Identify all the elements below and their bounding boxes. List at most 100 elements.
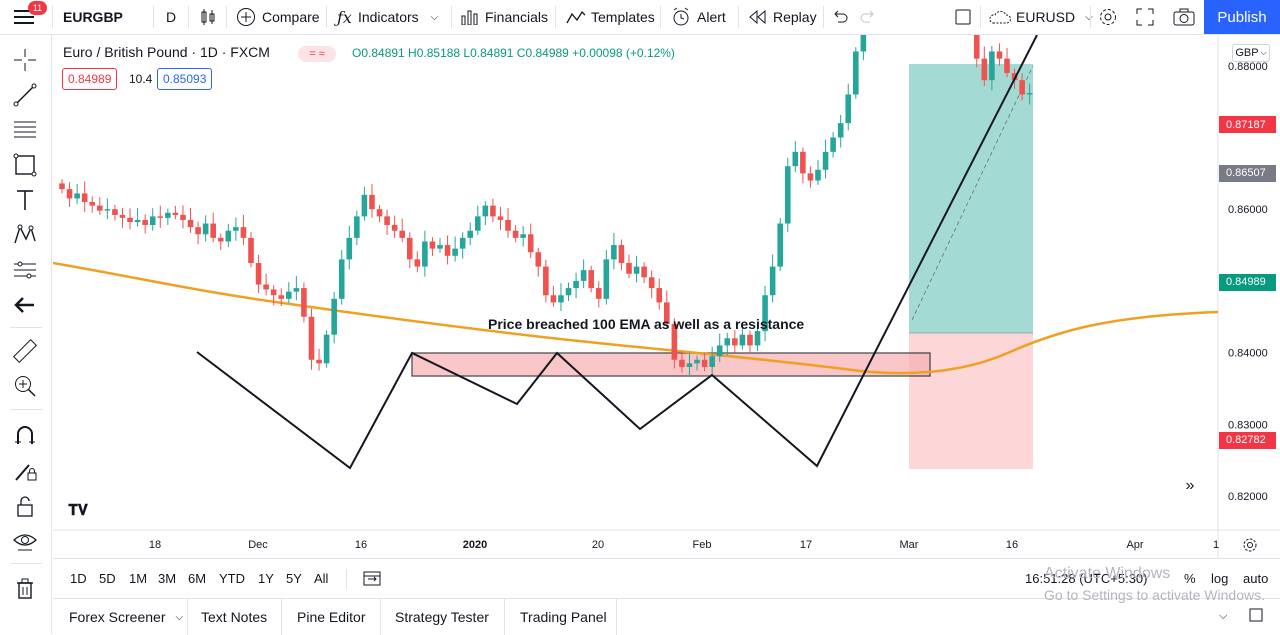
price-tick-label: 0.83000 [1228,419,1268,431]
text-tool-icon[interactable] [11,186,39,214]
range-all[interactable]: All [314,571,329,586]
tab-strategy-tester[interactable]: Strategy Tester [395,609,489,625]
tab-pine-editor[interactable]: Pine Editor [297,609,366,625]
lock-icon[interactable] [11,492,39,520]
range-ytd[interactable]: YTD [219,571,245,586]
candle-up [845,94,852,124]
tab-forex-screener[interactable]: Forex Screener ⌵ [69,599,183,635]
candle-down [406,237,413,260]
chart-type-icon[interactable] [199,0,217,34]
symbol-search[interactable]: EURGBP [63,9,123,25]
arrow-left-icon[interactable] [11,291,39,319]
symbol-title[interactable]: Euro / British Pound · 1D · FXCM [63,44,270,60]
maximize-panel-icon[interactable] [1249,608,1263,627]
eye-icon[interactable] [11,527,39,555]
candle-up [989,51,995,81]
ask-button[interactable]: 0.85093 [157,68,213,90]
candle-up [1026,93,1033,95]
replay-button[interactable]: Replay [749,0,817,34]
candle-up [354,216,360,238]
range-5d[interactable]: 5D [99,571,116,586]
candle-down [679,359,685,367]
price-tag: 0.82782 [1219,431,1276,449]
templates-button[interactable]: Templates [566,0,655,34]
range-1y[interactable]: 1Y [258,571,274,586]
undo-icon[interactable] [832,0,848,34]
price-chart[interactable]: 0.930000.920000.910000.900000.890000.880… [53,35,1280,558]
chart-annotation[interactable]: Price breached 100 EMA as well as a resi… [488,316,805,332]
candle-down [66,189,73,199]
menu-icon[interactable] [14,0,36,34]
zoom-in-icon[interactable] [11,372,39,400]
prediction-icon[interactable] [11,256,39,284]
range-3m[interactable]: 3M [158,571,177,586]
range-6m[interactable]: 6M [188,571,207,586]
candle-down [747,334,753,346]
gear-icon[interactable] [1098,0,1118,34]
tab-text-notes[interactable]: Text Notes [201,609,268,625]
candle-down [490,205,496,217]
publish-button[interactable]: Publish [1204,0,1280,34]
range-5y[interactable]: 5Y [286,571,302,586]
time-axis[interactable]: 18 Dec 16 2020 20 Feb 17 Mar 16 Apr 1 [149,539,1219,551]
candle-down [671,323,678,360]
candle-up [225,230,232,242]
clock-timezone[interactable]: 16:51:28 (UTC+5:30) [1025,571,1148,586]
candle-down [255,262,262,285]
pattern-icon[interactable] [11,221,39,249]
ema-100-line[interactable] [53,261,1219,375]
percent-toggle[interactable]: % [1184,571,1196,586]
scroll-to-realtime-icon[interactable]: » [1185,477,1195,494]
candle-down [807,173,814,181]
candle-down [195,227,201,235]
indicators-button[interactable]: ƒx Indicators ⌵ [337,0,438,34]
currency-selector[interactable]: GBP ⌵ [1232,44,1270,62]
layout-name: EURUSD [1016,9,1076,25]
drawing-toolbar [0,35,52,634]
trash-icon[interactable] [11,575,39,603]
compare-button[interactable]: Compare [236,0,320,34]
fullscreen-square-icon[interactable] [955,0,971,34]
date-range-calendar-icon[interactable] [363,570,381,591]
price-axis[interactable]: 0.930000.920000.910000.900000.890000.880… [1228,35,1268,503]
candle-up [762,295,768,332]
financials-button[interactable]: Financials [461,0,548,34]
ruler-icon[interactable] [11,337,39,365]
alert-button[interactable]: Alert [671,0,726,34]
pencil-lock-icon[interactable] [11,457,39,485]
layout-button[interactable]: EURUSD ⌵ [988,0,1093,34]
fib-retracement-icon[interactable] [11,116,39,144]
fullscreen-icon[interactable] [1136,0,1154,34]
auto-toggle[interactable]: auto [1243,571,1269,586]
camera-icon[interactable] [1173,0,1195,34]
magnet-icon[interactable] [11,422,39,450]
resistance-zone[interactable] [411,352,931,377]
candle-down [981,58,988,81]
range-1m[interactable]: 1M [129,571,148,586]
candle-down [157,216,164,218]
pattern-trend-lines[interactable] [196,35,1038,470]
price-tag: 0.84989 [1219,273,1276,291]
trend-line-icon[interactable] [11,81,39,109]
log-toggle[interactable]: log [1211,571,1229,586]
candle-down [618,245,625,263]
candle-down [429,241,436,249]
candle-up [860,35,867,52]
range-1d[interactable]: 1D [70,571,87,586]
candle-up [769,266,776,296]
market-status-icon[interactable]: = ≈ [298,46,336,62]
price-tick-label: 0.86000 [1228,204,1268,216]
interval-button[interactable]: D [166,9,177,25]
bid-button[interactable]: 0.84989 [62,68,118,90]
axis-settings-gear-icon[interactable] [1240,535,1260,555]
tab-trading-panel[interactable]: Trading Panel [520,609,607,625]
rectangle-icon[interactable] [11,151,39,179]
collapse-panel-icon[interactable]: ⌵ [1219,610,1228,622]
candle-up [467,230,474,238]
redo-icon[interactable] [860,0,876,34]
crosshair-icon[interactable] [11,46,39,74]
candle-up [822,151,829,170]
candle-up [754,331,761,346]
activate-windows-subtitle: Go to Settings to activate Windows. [1044,587,1265,603]
candle-up [149,216,156,225]
